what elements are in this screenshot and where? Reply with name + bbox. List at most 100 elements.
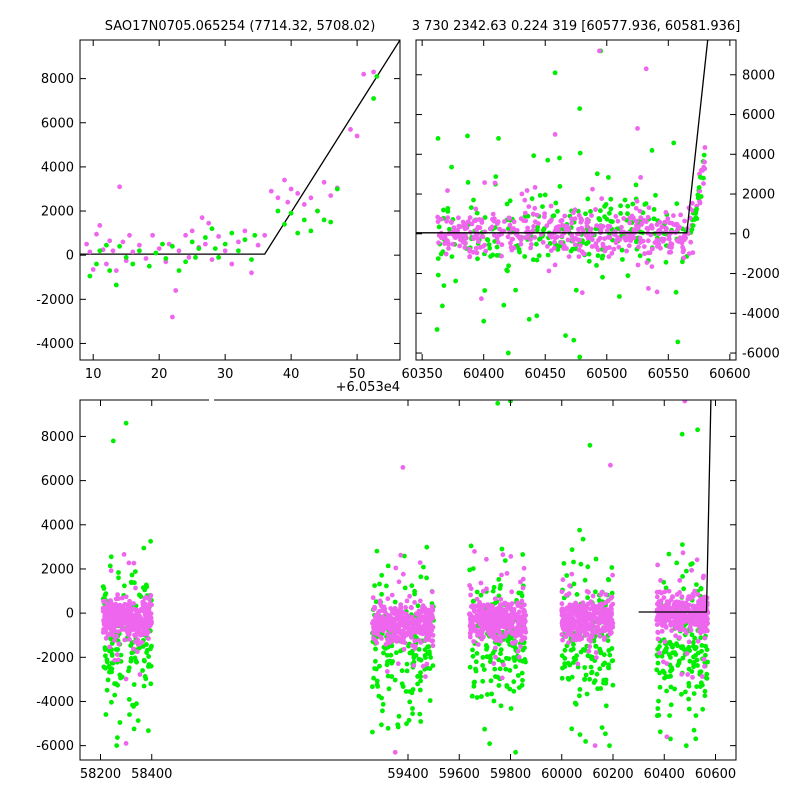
- data-point: [467, 215, 473, 221]
- data-point: [480, 588, 486, 594]
- data-point: [655, 616, 660, 621]
- data-point: [554, 224, 560, 230]
- data-point: [499, 253, 504, 259]
- data-point: [610, 572, 615, 578]
- data-point: [698, 585, 704, 591]
- data-point: [424, 544, 430, 550]
- data-point: [511, 219, 517, 225]
- data-point: [567, 583, 572, 589]
- data-point: [373, 646, 378, 652]
- y-tick-label: -4000: [36, 337, 74, 352]
- data-point: [493, 645, 498, 651]
- data-point: [610, 620, 616, 626]
- data-point: [467, 583, 472, 588]
- data-point: [603, 731, 608, 737]
- data-point: [606, 175, 611, 180]
- data-point: [551, 213, 557, 219]
- data-point: [700, 575, 706, 581]
- data-point: [616, 244, 622, 250]
- data-point: [571, 642, 576, 647]
- data-point: [631, 215, 636, 221]
- data-point: [545, 244, 550, 249]
- data-point: [107, 665, 112, 671]
- data-point: [594, 655, 599, 660]
- data-point: [592, 743, 598, 748]
- data-point: [557, 155, 562, 161]
- data-point: [435, 136, 441, 141]
- data-point: [597, 633, 602, 639]
- data-point: [609, 630, 614, 635]
- data-point: [519, 191, 525, 197]
- data-point: [594, 171, 600, 177]
- data-point: [495, 400, 501, 406]
- data-point: [702, 145, 708, 150]
- data-point: [170, 243, 175, 249]
- data-point: [560, 637, 565, 643]
- x-tick-label: 60550: [648, 367, 689, 382]
- data-point: [411, 629, 417, 635]
- data-point: [673, 625, 679, 631]
- data-point: [579, 609, 585, 614]
- data-point: [572, 633, 578, 639]
- data-point: [534, 241, 539, 247]
- data-point: [348, 126, 353, 132]
- data-point: [483, 248, 489, 254]
- data-point: [662, 675, 667, 681]
- data-point: [519, 598, 525, 604]
- data-point: [702, 594, 707, 600]
- data-point: [565, 237, 571, 243]
- data-point: [502, 624, 508, 630]
- data-point: [135, 610, 141, 616]
- data-point: [597, 223, 603, 229]
- data-point: [655, 636, 661, 642]
- data-point: [619, 247, 625, 253]
- data-point: [608, 196, 614, 202]
- data-point: [596, 237, 601, 243]
- data-point: [703, 652, 708, 658]
- data-point: [103, 609, 109, 614]
- y-tick-label: -4000: [36, 695, 74, 710]
- data-point: [399, 681, 405, 687]
- data-point: [593, 207, 598, 212]
- data-point: [189, 239, 195, 245]
- data-point: [490, 650, 496, 656]
- x-tick-label: 58200: [80, 767, 121, 782]
- data-point: [373, 638, 378, 643]
- data-point: [699, 643, 705, 648]
- data-point: [509, 589, 515, 595]
- data-point: [113, 268, 119, 273]
- data-point: [406, 717, 412, 723]
- data-point: [595, 629, 601, 635]
- data-point: [409, 605, 414, 611]
- data-point: [701, 175, 706, 181]
- data-point: [695, 592, 701, 597]
- data-point: [389, 674, 395, 679]
- data-point: [387, 633, 393, 639]
- data-point: [135, 649, 140, 655]
- data-point: [596, 604, 602, 610]
- data-point: [104, 687, 110, 693]
- data-point: [562, 661, 568, 667]
- data-point: [176, 268, 182, 273]
- data-point: [673, 222, 679, 228]
- data-point: [474, 210, 480, 216]
- data-point: [536, 253, 542, 259]
- data-point: [620, 257, 625, 262]
- data-point: [117, 720, 123, 725]
- data-point: [659, 622, 665, 627]
- y-tick-label: 0: [66, 249, 74, 264]
- data-point: [504, 571, 510, 576]
- data-point: [621, 216, 627, 221]
- data-point: [470, 249, 476, 255]
- data-point: [429, 589, 435, 595]
- data-point: [470, 566, 476, 571]
- data-point: [605, 234, 611, 240]
- data-point: [686, 602, 692, 608]
- data-point: [678, 627, 684, 632]
- data-point: [695, 663, 700, 668]
- data-point: [409, 583, 415, 589]
- data-point: [491, 661, 497, 666]
- data-point: [696, 185, 702, 190]
- x-tick-label: 60450: [525, 367, 566, 382]
- data-point: [686, 683, 692, 689]
